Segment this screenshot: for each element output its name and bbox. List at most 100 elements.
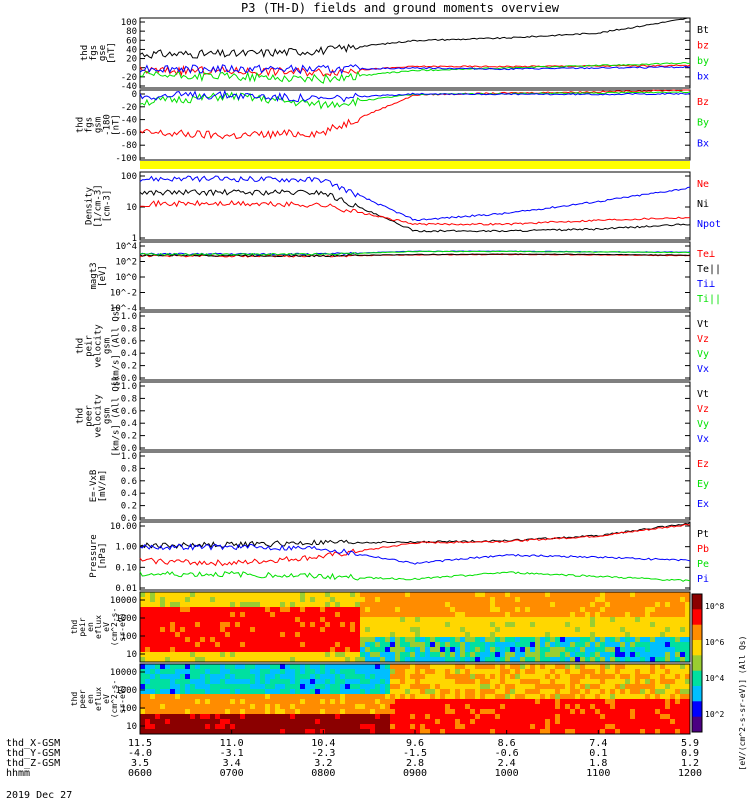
spectrogram-cell [655, 642, 661, 648]
spectrogram-cell [400, 627, 406, 633]
spectrogram-cell [465, 652, 471, 658]
spectrogram-cell [410, 689, 416, 695]
spectrogram-cell [270, 597, 276, 603]
spectrogram-cell [595, 679, 601, 685]
spectrogram-cell [320, 704, 326, 710]
spectrogram-cell [265, 684, 271, 690]
spectrogram-cell [225, 592, 231, 598]
spectrogram-cell [625, 704, 631, 710]
spectrogram-cell [200, 607, 206, 613]
spectrogram-cell [655, 657, 661, 663]
spectrogram-cell [435, 637, 441, 643]
spectrogram-cell [300, 674, 306, 680]
spectrogram-cell [260, 617, 266, 623]
spectrogram-cell [230, 694, 236, 700]
spectrogram-cell [470, 699, 476, 705]
spectrogram-cell [350, 709, 356, 715]
spectrogram-cell [360, 657, 366, 663]
spectrogram-cell [650, 652, 656, 658]
spectrogram-cell [495, 679, 501, 685]
spectrogram-cell [515, 597, 521, 603]
spectrogram-cell [345, 689, 351, 695]
spectrogram-cell [565, 699, 571, 705]
spectrogram-cell [440, 592, 446, 598]
spectrogram-cell [170, 632, 176, 638]
spectrogram-cell [255, 622, 261, 628]
xaxis-value: -4.0 [128, 748, 152, 759]
spectrogram-cell [410, 592, 416, 598]
spectrogram-cell [155, 694, 161, 700]
spectrogram-cell [165, 602, 171, 608]
spectrogram-cell [610, 694, 616, 700]
spectrogram-cell [390, 647, 396, 653]
spectrogram-cell [530, 669, 536, 675]
spectrogram-cell [435, 709, 441, 715]
spectrogram-cell [275, 647, 281, 653]
spectrogram-cell [420, 642, 426, 648]
spectrogram-cell [355, 602, 361, 608]
spectrogram-cell [200, 669, 206, 675]
spectrogram-cell [400, 669, 406, 675]
spectrogram-cell [145, 704, 151, 710]
legend-Ti⊥: Ti⊥ [697, 279, 715, 290]
spectrogram-cell [360, 617, 366, 623]
spectrogram-cell [605, 669, 611, 675]
legend-by: by [697, 56, 709, 67]
spectrogram-cell [625, 699, 631, 705]
spectrogram-cell [540, 617, 546, 623]
spectrogram-cell [185, 699, 191, 705]
spectrogram-cell [185, 592, 191, 598]
spectrogram-cell [460, 612, 466, 618]
spectrogram-cell [250, 684, 256, 690]
spectrogram-cell [220, 617, 226, 623]
spectrogram-cell [240, 664, 246, 670]
spectrogram-cell [525, 642, 531, 648]
spectrogram-cell [265, 729, 271, 735]
spectrogram-cell [420, 724, 426, 730]
spectrogram-cell [645, 652, 651, 658]
spectrogram-cell [500, 689, 506, 695]
spectrogram-cell [595, 674, 601, 680]
spectrogram-cell [400, 689, 406, 695]
spectrogram-cell [480, 602, 486, 608]
spectrogram-cell [530, 612, 536, 618]
spectrogram-cell [470, 592, 476, 598]
spectrogram-cell [280, 674, 286, 680]
spectrogram-cell [495, 664, 501, 670]
spectrogram-cell [155, 632, 161, 638]
colorbar-frame [691, 593, 703, 733]
spectrogram-cell [420, 674, 426, 680]
spectrogram-cell [255, 637, 261, 643]
spectrogram-cell [460, 632, 466, 638]
spectrogram-cell [235, 652, 241, 658]
spectrogram-cell [155, 664, 161, 670]
ylabel-line: thd [80, 45, 90, 61]
spectrogram-cell [260, 699, 266, 705]
spectrogram-cell [400, 602, 406, 608]
spectrogram-cell [480, 694, 486, 700]
spectrogram-cell [530, 674, 536, 680]
spectrogram-cell [620, 647, 626, 653]
spectrogram-cell [225, 729, 231, 735]
spectrogram-cell [500, 657, 506, 663]
spectrogram-cell [345, 719, 351, 725]
spectrogram-cell [225, 674, 231, 680]
spectrogram-cell [440, 669, 446, 675]
spectrogram-cell [265, 714, 271, 720]
spectrogram-cell [530, 592, 536, 598]
spectrogram-cell [260, 729, 266, 735]
ytick-label: 0.4 [121, 489, 137, 499]
spectrogram-cell [345, 674, 351, 680]
spectrogram-cell [440, 709, 446, 715]
spectrogram-cell [325, 592, 331, 598]
spectrogram-cell [305, 719, 311, 725]
spectrogram-cell [310, 669, 316, 675]
spectrogram-cell [275, 704, 281, 710]
spectrogram-cell [325, 607, 331, 613]
spectrogram-cell [240, 679, 246, 685]
spectrogram-cell [365, 714, 371, 720]
spectrogram-cell [345, 657, 351, 663]
spectrogram-cell [335, 694, 341, 700]
spectrogram-cell [380, 632, 386, 638]
spectrogram-cell [245, 632, 251, 638]
